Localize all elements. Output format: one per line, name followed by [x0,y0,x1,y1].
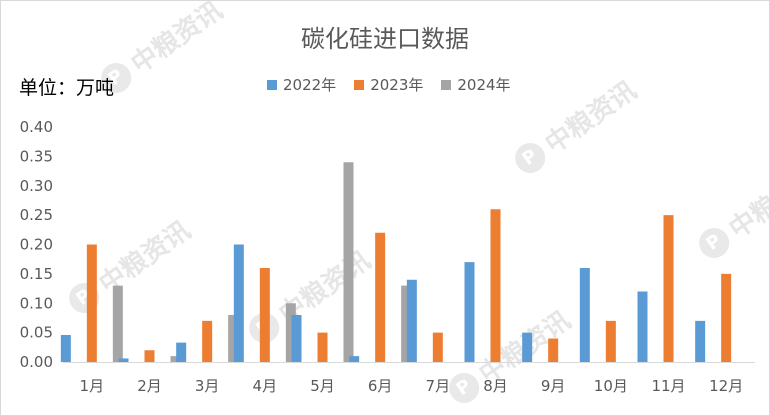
bar-2023年-3月 [202,320,213,362]
x-tick-label: 12月 [709,377,743,395]
legend-item-2023: 2023年 [354,74,423,95]
x-tick-label: 11月 [651,377,685,395]
bar-2022年-10月 [579,268,590,362]
x-tick-label: 8月 [483,377,508,395]
bar-2022年-9月 [522,332,533,362]
legend-swatch-2023 [354,79,365,90]
legend-label-2024: 2024年 [457,76,511,94]
legend-item-2024: 2024年 [441,74,511,95]
bar-2023年-2月 [144,350,155,362]
unit-label: 单位：万吨 [19,77,115,99]
x-tick-label: 1月 [80,377,105,395]
bar-2022年-8月 [464,262,475,362]
y-tick-label: 0.40 [20,118,53,136]
y-tick-label: 0.10 [20,294,53,312]
y-tick-label: 0.20 [20,236,53,254]
legend-swatch-2024 [441,79,452,90]
bar-2023年-5月 [317,332,328,362]
legend-label-2022: 2022年 [283,76,337,94]
y-tick-label: 0.05 [20,324,53,342]
x-tick-label: 4月 [253,377,278,395]
bar-2024年-5月 [343,162,354,362]
bar-2024年-3月 [228,315,239,362]
y-tick-label: 0.25 [20,206,53,224]
y-tick-label: 0.15 [20,265,53,283]
chart-title: 碳化硅进口数据 [301,25,469,53]
bar-2022年-6月 [349,356,360,362]
bar-2023年-8月 [490,209,501,362]
bar-2023年-7月 [432,332,443,362]
x-tick-label: 2月 [137,377,162,395]
bar-2022年-4月 [233,244,244,362]
bar-2022年-11月 [637,291,648,362]
legend: 2022年 2023年 2024年 [267,74,511,95]
bar-2024年-1月 [112,285,123,362]
bar-2022年-1月 [60,334,71,362]
y-tick-label: 0.00 [20,353,53,371]
legend-label-2023: 2023年 [370,76,424,94]
x-tick-label: 10月 [594,377,628,395]
x-tick-label: 5月 [310,377,335,395]
x-tick-label: 3月 [195,377,220,395]
bar-2022年-3月 [176,342,187,362]
bar-2022年-2月 [118,358,129,362]
bar-2023年-10月 [605,320,616,362]
bar-2023年-6月 [375,232,386,362]
bar-2022年-5月 [291,315,302,362]
x-tick-label: 6月 [368,377,393,395]
x-tick-label: 7月 [426,377,451,395]
bar-2023年-12月 [721,273,732,362]
bar-2022年-7月 [406,279,417,362]
bar-2023年-1月 [86,244,97,362]
bar-2023年-11月 [663,215,674,362]
bar-2022年-12月 [695,320,706,362]
bar-2023年-4月 [259,268,270,362]
bar-2024年-2月 [170,356,181,362]
bar-2023年-9月 [548,338,559,362]
y-tick-label: 0.30 [20,177,53,195]
bar-2024年-4月 [285,303,296,362]
bar-2024年-6月 [401,285,412,362]
legend-item-2022: 2022年 [267,74,336,95]
y-tick-label: 0.35 [20,147,53,165]
legend-swatch-2022 [267,79,277,90]
x-tick-label: 9月 [541,377,566,395]
